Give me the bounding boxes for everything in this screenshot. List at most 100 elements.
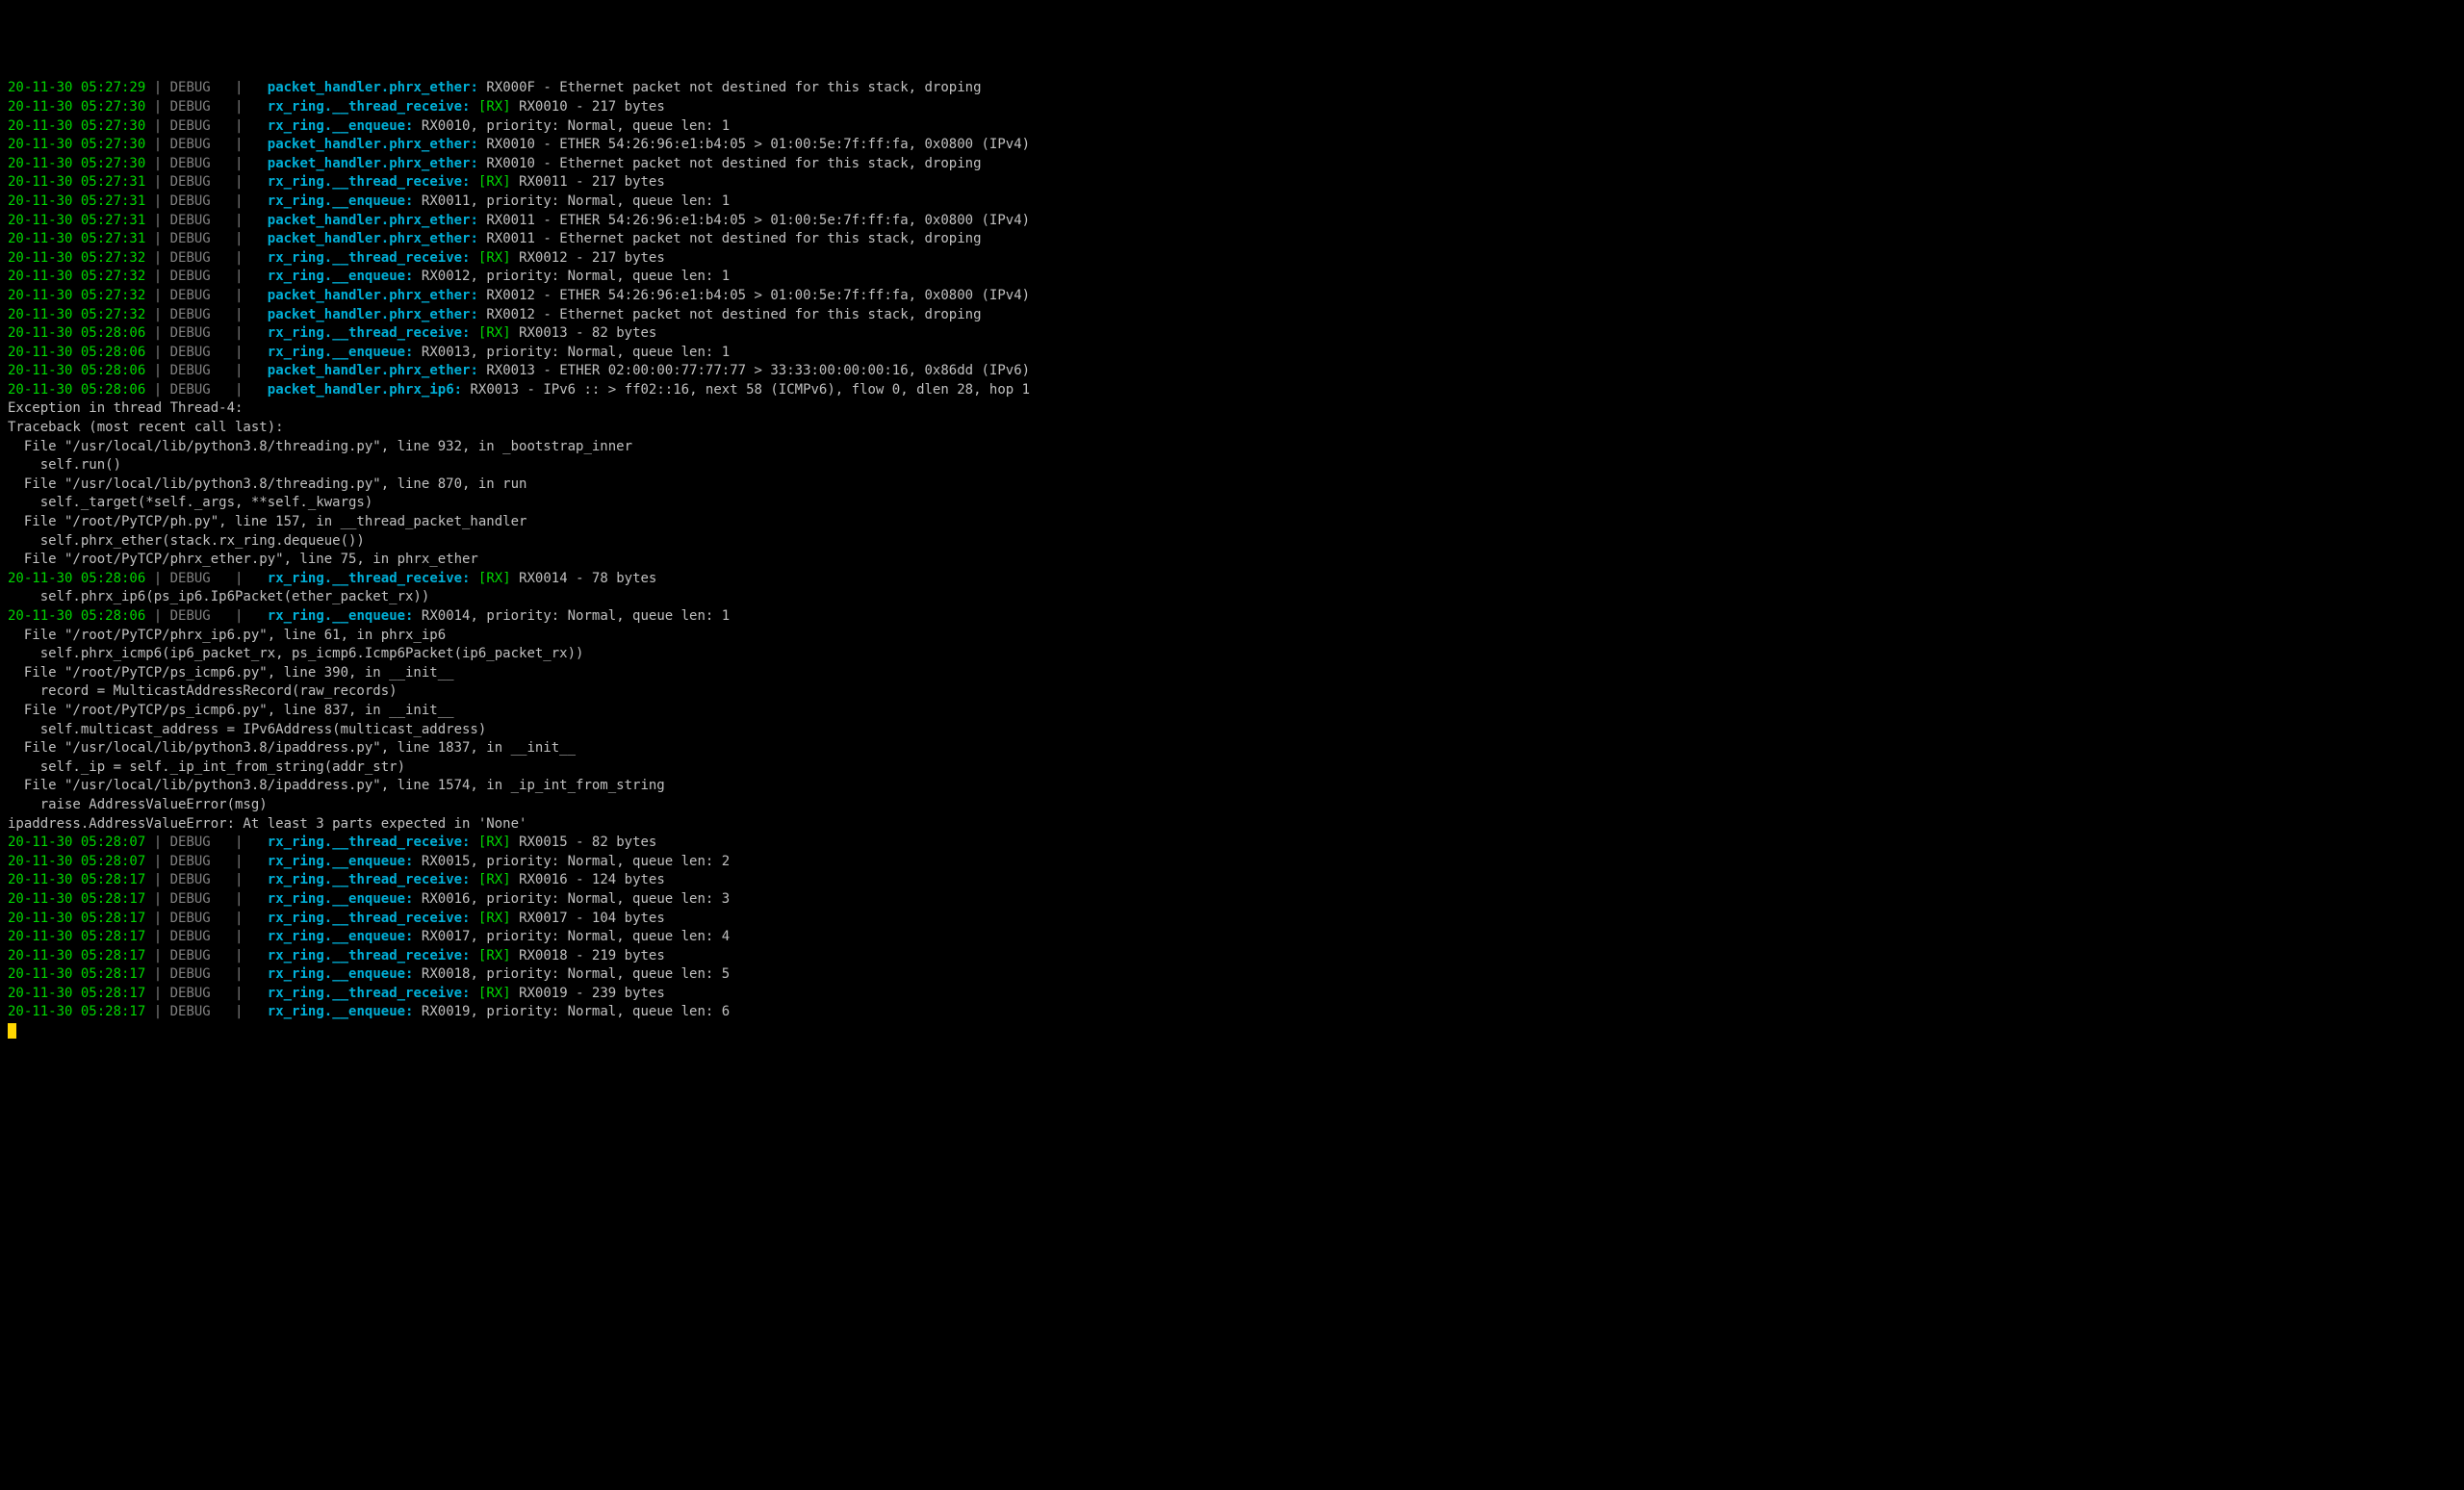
log-message: RX0010 - 217 bytes (511, 99, 665, 115)
log-source: rx_ring.__thread_receive: (268, 911, 471, 926)
log-source: rx_ring.__thread_receive: (268, 325, 471, 341)
log-level: DEBUG (170, 156, 211, 171)
log-separator: | (145, 986, 169, 1001)
log-separator: | (211, 213, 268, 228)
log-rx-tag: [RX] (470, 986, 510, 1001)
terminal-line: File "/usr/local/lib/python3.8/threading… (8, 438, 2456, 457)
log-separator: | (211, 118, 268, 134)
traceback-line: File "/root/PyTCP/ps_icmp6.py", line 837… (8, 703, 454, 718)
log-message: RX0015, priority: Normal, queue len: 2 (413, 854, 730, 869)
log-level: DEBUG (170, 571, 211, 586)
log-separator: | (211, 835, 268, 850)
log-timestamp: 20-11-30 05:27:31 (8, 174, 145, 190)
terminal-line: 20-11-30 05:27:29 | DEBUG | packet_handl… (8, 79, 2456, 98)
log-separator: | (145, 872, 169, 887)
log-timestamp: 20-11-30 05:27:30 (8, 118, 145, 134)
log-source: packet_handler.phrx_ether: (268, 363, 478, 378)
log-separator: | (211, 137, 268, 152)
log-separator: | (145, 325, 169, 341)
log-message: RX0018 - 219 bytes (511, 948, 665, 963)
terminal-line: File "/usr/local/lib/python3.8/ipaddress… (8, 777, 2456, 796)
log-message: RX0017 - 104 bytes (511, 911, 665, 926)
cursor-icon (8, 1023, 16, 1039)
log-separator: | (145, 269, 169, 284)
log-source: packet_handler.phrx_ether: (268, 137, 478, 152)
terminal-line: 20-11-30 05:27:32 | DEBUG | packet_handl… (8, 287, 2456, 306)
terminal-line: self.phrx_icmp6(ip6_packet_rx, ps_icmp6.… (8, 645, 2456, 664)
log-separator: | (145, 231, 169, 246)
log-separator: | (211, 948, 268, 963)
log-separator: | (211, 250, 268, 266)
terminal-line: self._target(*self._args, **self._kwargs… (8, 494, 2456, 513)
traceback-line: File "/usr/local/lib/python3.8/threading… (8, 439, 632, 454)
log-timestamp: 20-11-30 05:27:32 (8, 250, 145, 266)
log-rx-tag: [RX] (470, 948, 510, 963)
log-separator: | (145, 288, 169, 303)
traceback-line: self._ip = self._ip_int_from_string(addr… (8, 759, 405, 775)
traceback-line: raise AddressValueError(msg) (8, 797, 268, 812)
terminal-line: Exception in thread Thread-4: (8, 399, 2456, 419)
log-separator: | (211, 193, 268, 209)
log-timestamp: 20-11-30 05:27:31 (8, 231, 145, 246)
log-message: RX0019 - 239 bytes (511, 986, 665, 1001)
log-separator: | (211, 854, 268, 869)
log-timestamp: 20-11-30 05:28:17 (8, 911, 145, 926)
log-message: RX0011 - 217 bytes (511, 174, 665, 190)
terminal-line: 20-11-30 05:27:32 | DEBUG | packet_handl… (8, 306, 2456, 325)
log-separator: | (145, 363, 169, 378)
log-timestamp: 20-11-30 05:27:29 (8, 80, 145, 95)
log-timestamp: 20-11-30 05:28:17 (8, 872, 145, 887)
log-message: RX0013 - IPv6 :: > ff02::16, next 58 (IC… (462, 382, 1030, 398)
log-source: rx_ring.__enqueue: (268, 269, 414, 284)
log-separator: | (145, 156, 169, 171)
log-separator: | (145, 193, 169, 209)
log-message: RX0010, priority: Normal, queue len: 1 (413, 118, 730, 134)
log-source: rx_ring.__enqueue: (268, 193, 414, 209)
traceback-line: File "/root/PyTCP/ps_icmp6.py", line 390… (8, 665, 454, 681)
log-separator: | (211, 929, 268, 944)
log-source: rx_ring.__enqueue: (268, 854, 414, 869)
log-message: RX0012, priority: Normal, queue len: 1 (413, 269, 730, 284)
log-level: DEBUG (170, 99, 211, 115)
log-message: RX0016 - 124 bytes (511, 872, 665, 887)
log-separator: | (145, 854, 169, 869)
log-message: RX0012 - ETHER 54:26:96:e1:b4:05 > 01:00… (478, 288, 1030, 303)
log-source: packet_handler.phrx_ether: (268, 288, 478, 303)
traceback-line: File "/usr/local/lib/python3.8/ipaddress… (8, 778, 665, 793)
log-separator: | (211, 1004, 268, 1019)
log-level: DEBUG (170, 137, 211, 152)
log-separator: | (145, 250, 169, 266)
log-separator: | (211, 608, 268, 624)
terminal-line: 20-11-30 05:28:17 | DEBUG | rx_ring.__th… (8, 947, 2456, 966)
log-separator: | (145, 891, 169, 907)
log-separator: | (145, 174, 169, 190)
log-level: DEBUG (170, 872, 211, 887)
log-separator: | (211, 911, 268, 926)
traceback-line: self.phrx_ip6(ps_ip6.Ip6Packet(ether_pac… (8, 589, 429, 604)
log-timestamp: 20-11-30 05:27:30 (8, 137, 145, 152)
log-message: RX0016, priority: Normal, queue len: 3 (413, 891, 730, 907)
log-level: DEBUG (170, 118, 211, 134)
log-message: RX0012 - Ethernet packet not destined fo… (478, 307, 982, 322)
log-rx-tag: [RX] (470, 571, 510, 586)
terminal-line: 20-11-30 05:28:06 | DEBUG | packet_handl… (8, 362, 2456, 381)
log-level: DEBUG (170, 269, 211, 284)
log-rx-tag: [RX] (470, 835, 510, 850)
log-timestamp: 20-11-30 05:28:17 (8, 891, 145, 907)
log-message: RX0011, priority: Normal, queue len: 1 (413, 193, 730, 209)
terminal-line: self.multicast_address = IPv6Address(mul… (8, 721, 2456, 740)
log-separator: | (145, 948, 169, 963)
terminal-line: 20-11-30 05:27:31 | DEBUG | rx_ring.__th… (8, 173, 2456, 193)
log-source: packet_handler.phrx_ip6: (268, 382, 462, 398)
traceback-line: ipaddress.AddressValueError: At least 3 … (8, 816, 526, 832)
terminal-line: 20-11-30 05:27:30 | DEBUG | rx_ring.__en… (8, 117, 2456, 137)
log-separator: | (145, 835, 169, 850)
log-level: DEBUG (170, 835, 211, 850)
log-timestamp: 20-11-30 05:27:31 (8, 193, 145, 209)
log-message: RX0012 - 217 bytes (511, 250, 665, 266)
log-source: packet_handler.phrx_ether: (268, 307, 478, 322)
terminal-line: 20-11-30 05:28:07 | DEBUG | rx_ring.__th… (8, 834, 2456, 853)
terminal-line: 20-11-30 05:27:30 | DEBUG | packet_handl… (8, 136, 2456, 155)
log-separator: | (211, 156, 268, 171)
terminal-line: self.phrx_ether(stack.rx_ring.dequeue()) (8, 532, 2456, 552)
